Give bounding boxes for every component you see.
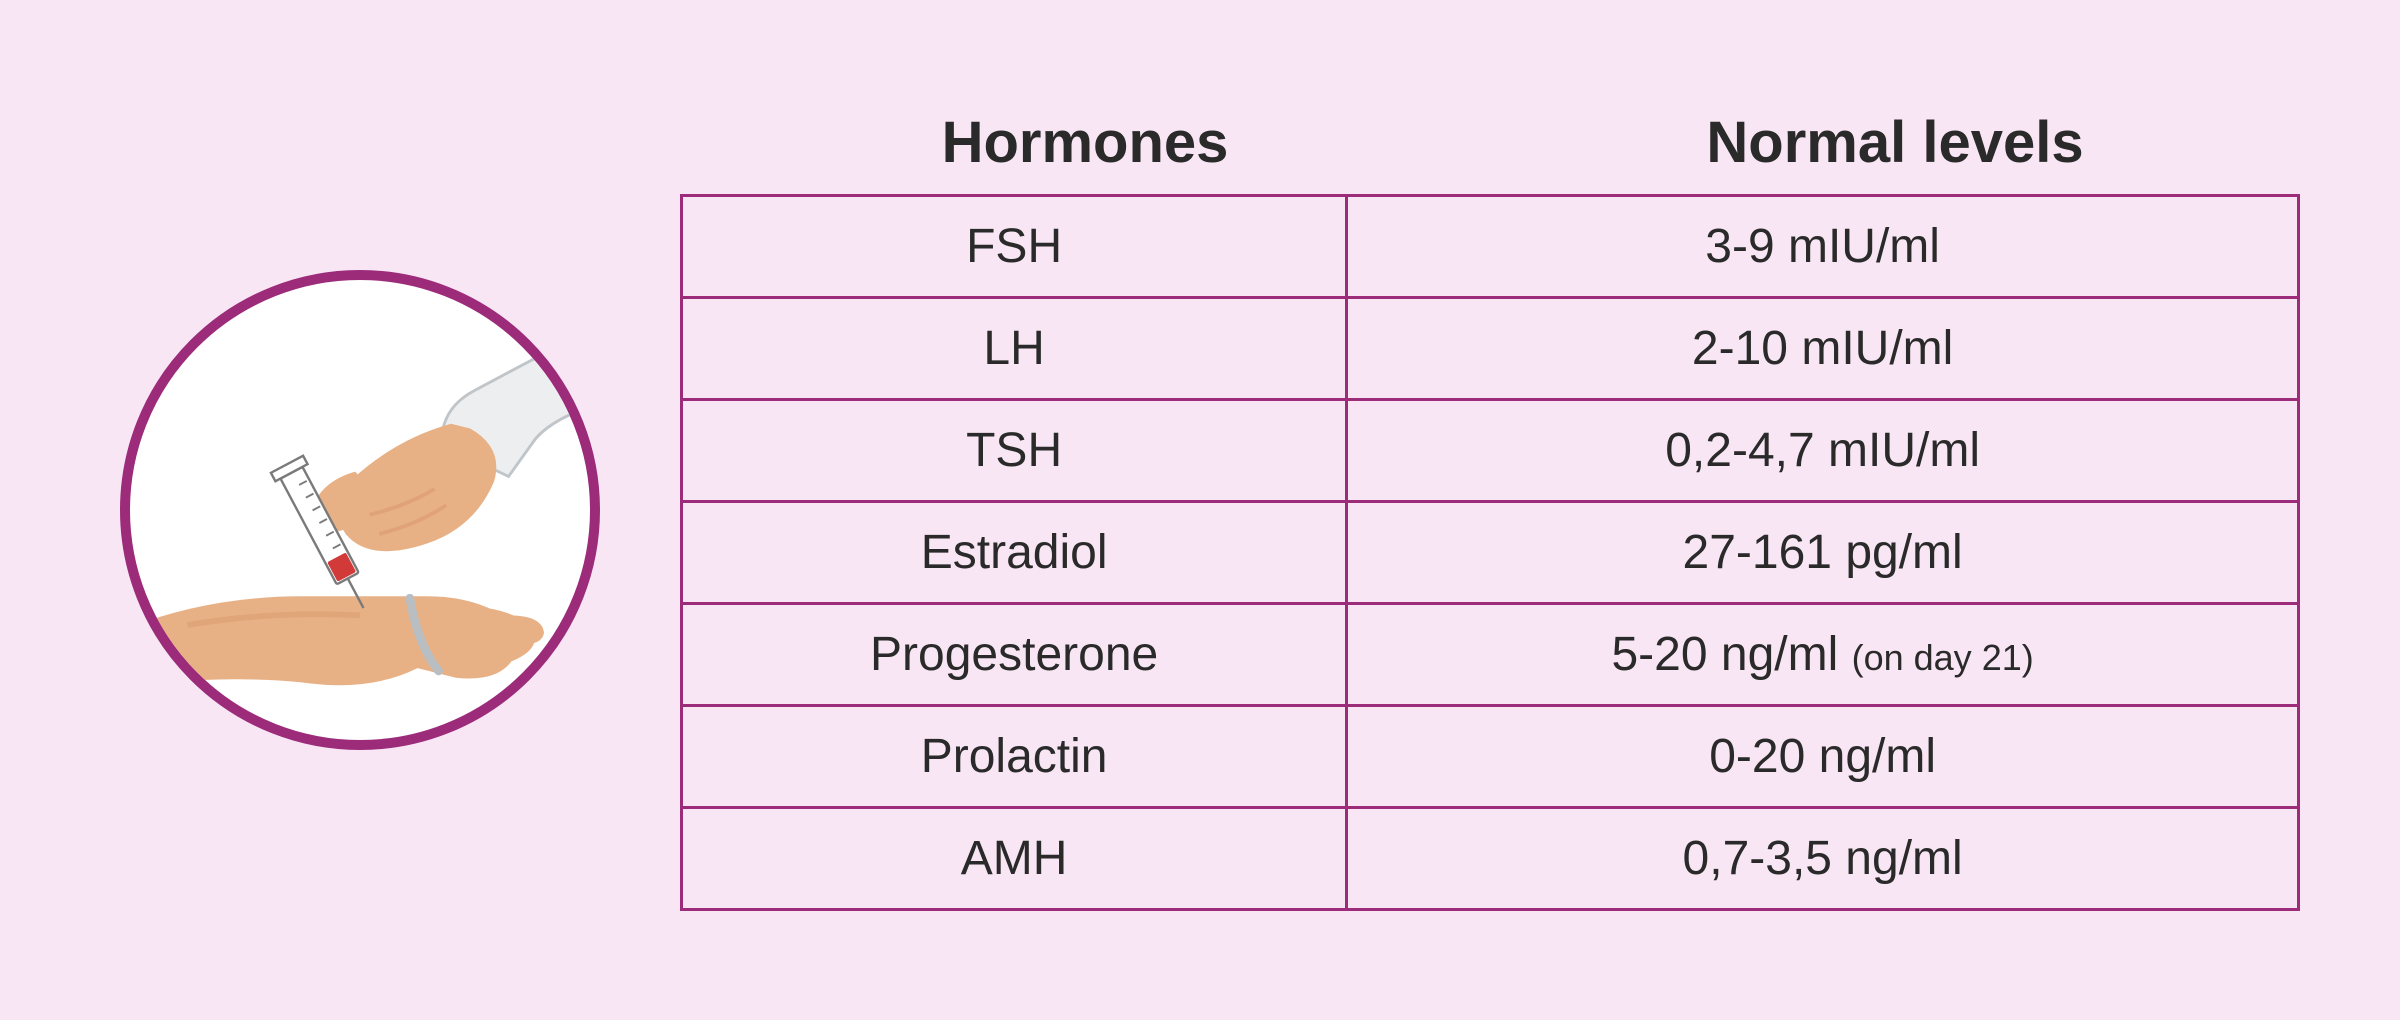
table-row: Progesterone 5-20 ng/ml (on day 21): [682, 604, 2299, 706]
table-row: FSH 3-9 mIU/ml: [682, 196, 2299, 298]
level-cell: 0,7-3,5 ng/ml: [1347, 808, 2299, 910]
level-cell: 0-20 ng/ml: [1347, 706, 2299, 808]
patient-arm: [130, 596, 544, 692]
hormone-cell: AMH: [682, 808, 1347, 910]
table-headers: Hormones Normal levels: [680, 109, 2300, 176]
table-row: Prolactin 0-20 ng/ml: [682, 706, 2299, 808]
level-cell: 5-20 ng/ml (on day 21): [1347, 604, 2299, 706]
hormone-table-container: Hormones Normal levels FSH 3-9 mIU/ml LH…: [640, 109, 2300, 911]
illustration-container: [80, 270, 640, 750]
blood-draw-illustration: [120, 270, 600, 750]
level-cell: 27-161 pg/ml: [1347, 502, 2299, 604]
hormone-table-body: FSH 3-9 mIU/ml LH 2-10 mIU/ml TSH 0,2-4,…: [682, 196, 2299, 910]
level-cell: 2-10 mIU/ml: [1347, 298, 2299, 400]
table-row: AMH 0,7-3,5 ng/ml: [682, 808, 2299, 910]
hormone-cell: FSH: [682, 196, 1347, 298]
table-row: TSH 0,2-4,7 mIU/ml: [682, 400, 2299, 502]
hormone-cell: Estradiol: [682, 502, 1347, 604]
hormone-cell: TSH: [682, 400, 1347, 502]
blood-draw-svg: [130, 280, 590, 740]
hormone-cell: LH: [682, 298, 1347, 400]
table-row: Estradiol 27-161 pg/ml: [682, 502, 2299, 604]
doctor-hand: [312, 309, 590, 551]
column-header-levels: Normal levels: [1490, 109, 2300, 176]
column-header-hormones: Hormones: [680, 109, 1490, 176]
level-cell: 3-9 mIU/ml: [1347, 196, 2299, 298]
hormone-table: FSH 3-9 mIU/ml LH 2-10 mIU/ml TSH 0,2-4,…: [680, 194, 2300, 911]
hormone-cell: Progesterone: [682, 604, 1347, 706]
level-cell: 0,2-4,7 mIU/ml: [1347, 400, 2299, 502]
table-row: LH 2-10 mIU/ml: [682, 298, 2299, 400]
hormone-cell: Prolactin: [682, 706, 1347, 808]
